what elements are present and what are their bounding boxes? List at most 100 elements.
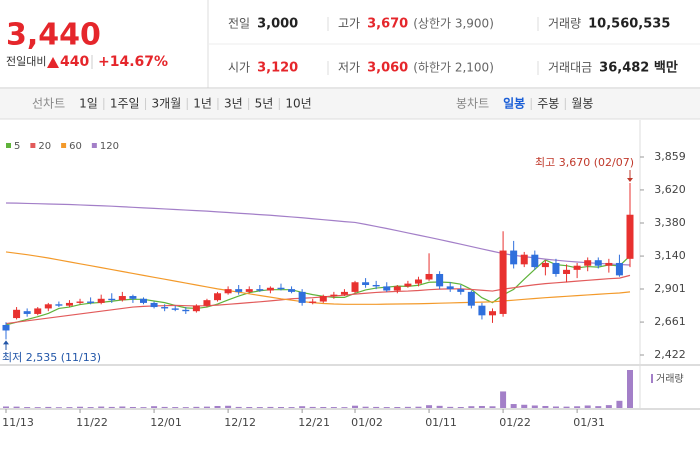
volume-bar (299, 406, 306, 408)
stat-value: 3,670 (367, 17, 408, 32)
volume-bar (605, 405, 612, 408)
period-button[interactable]: 주봉 (537, 97, 559, 111)
period-button[interactable]: 1주일 (110, 97, 140, 111)
candle-body (467, 291, 475, 306)
candle-body (425, 273, 433, 280)
candle-body (319, 296, 327, 302)
candle-body (76, 301, 84, 303)
chart: 2,422 2,661 2,901 3,140 3,380 3,620 3,859 5 20 60… (0, 120, 700, 429)
volume-bar (341, 407, 348, 408)
candle-body (446, 286, 454, 290)
up-triangle (47, 57, 59, 68)
volume-bar (66, 407, 73, 408)
x-tick-label: 12/21 (298, 416, 330, 429)
y-tick-label: 3,140 (654, 249, 686, 262)
volume-bar (55, 407, 62, 408)
candle-body (87, 301, 95, 303)
candle-body (615, 262, 623, 276)
volume-bar (182, 407, 189, 408)
volume-bar (13, 406, 20, 408)
candle-body (309, 301, 317, 303)
candle-body (288, 289, 296, 292)
low-arrowhead (3, 340, 9, 345)
volume-bar (627, 370, 633, 408)
volume-bar (447, 406, 454, 408)
period-button[interactable]: 일봉 (503, 97, 525, 111)
x-tick-label: 01/22 (499, 416, 531, 429)
candle-body (362, 282, 370, 286)
stat-label: 시가 (228, 61, 250, 75)
period-button[interactable]: 1일 (79, 97, 98, 111)
volume-bar (489, 406, 496, 408)
candle-body (404, 283, 412, 287)
stat-label: 저가 (338, 61, 360, 75)
candle-body (520, 254, 528, 265)
stat-value: 3,120 (257, 61, 298, 76)
price: 3,440 (6, 18, 101, 53)
high-annotation: 최고 3,670 (02/07) (535, 156, 634, 169)
candle-body (457, 289, 465, 292)
candle-body (266, 287, 274, 291)
low-annotation: 최저 2,535 (11/13) (2, 351, 101, 364)
ma-line (5, 251, 631, 305)
period-button[interactable]: 10년 (285, 97, 311, 111)
candle-body (372, 285, 380, 287)
volume-bar (256, 407, 263, 408)
stat-label: 거래량 (548, 17, 581, 31)
change: 440 (60, 54, 89, 70)
volume-bar (87, 407, 94, 408)
volume-bar (595, 406, 602, 408)
volume-bar (383, 407, 390, 408)
candle-body (510, 250, 518, 265)
stat-value: 10,560,535 (588, 17, 670, 32)
volume-bar (267, 406, 274, 408)
candle-body (150, 302, 158, 308)
legend-swatch (91, 143, 97, 148)
volume-bar (574, 406, 581, 408)
volume-bar (457, 406, 464, 408)
period-button[interactable]: 월봉 (571, 97, 593, 111)
candle-body (552, 262, 560, 274)
y-tick-label: 3,620 (654, 183, 686, 196)
candle-body (340, 291, 348, 295)
volume-bar (320, 406, 327, 408)
y-tick-label: 3,380 (654, 216, 686, 229)
period-button[interactable]: 3년 (224, 97, 243, 111)
volume-bar (288, 407, 295, 408)
volume-bar (394, 406, 401, 408)
volume-bar (552, 406, 559, 408)
candle-body (594, 260, 602, 266)
candle-body (108, 298, 116, 301)
volume-bar (542, 405, 549, 408)
change-rate: +14.67% (98, 54, 168, 70)
x-tick-label: 01/31 (573, 416, 605, 429)
period-button[interactable]: 1년 (193, 97, 212, 111)
candle-body (245, 289, 253, 292)
candle-body (23, 311, 31, 314)
legend-label: 60 (69, 141, 82, 152)
x-tick-label: 01/11 (425, 416, 457, 429)
stat-label: 고가 (338, 17, 360, 31)
candle-body (65, 302, 73, 306)
candle-body (97, 298, 105, 303)
volume-bar (500, 391, 507, 408)
candle-body (489, 311, 497, 316)
volume-bar (521, 404, 528, 408)
y-tick-label: 2,901 (654, 282, 686, 295)
volume-bar (225, 405, 232, 408)
volume-bar (151, 406, 158, 408)
volume-bar (616, 400, 623, 408)
volume-legend-swatch (651, 374, 653, 383)
candle-body (277, 287, 285, 290)
x-tick-label: 01/02 (351, 416, 383, 429)
y-tick-label: 2,661 (654, 315, 686, 328)
x-tick-label: 12/01 (150, 416, 182, 429)
y-tick-label: 2,422 (654, 348, 686, 361)
candle-body (55, 304, 63, 306)
volume-bar (3, 406, 9, 408)
ma-line (5, 274, 631, 325)
period-button[interactable]: 5년 (255, 97, 274, 111)
volume-bar (330, 407, 337, 408)
period-button[interactable]: 3개월 (152, 97, 182, 111)
